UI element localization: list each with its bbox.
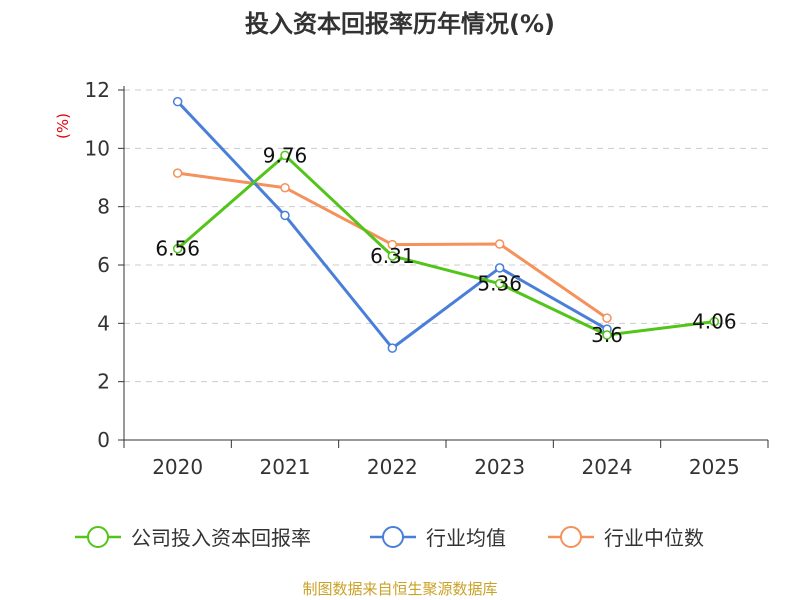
data-label: 9.76: [263, 143, 308, 167]
series-point-0: [494, 278, 505, 289]
data-label: 4.06: [692, 310, 737, 334]
data-label: 6.56: [155, 237, 200, 261]
x-tick-label: 2021: [260, 455, 311, 479]
series-line-1: [176, 100, 608, 350]
legend-marker: [382, 526, 404, 548]
y-tick-label: 6: [97, 253, 110, 277]
series-point-0: [387, 251, 398, 261]
legend-marker: [87, 526, 109, 548]
y-tick-label: 12: [85, 78, 110, 102]
series-point-2: [280, 182, 290, 193]
y-tick-label: 10: [85, 136, 110, 160]
x-tick-label: 2025: [689, 455, 740, 479]
series-point-2: [387, 239, 398, 250]
x-tick-label: 2023: [474, 455, 525, 479]
source-note: 制图数据来自恒生聚源数据库: [302, 580, 497, 598]
series-point-0: [172, 243, 183, 254]
series-point-2: [602, 313, 612, 323]
y-tick-label: 2: [97, 370, 110, 394]
series-point-1: [387, 343, 398, 353]
legend-label: 公司投入资本回报率: [131, 526, 311, 550]
series-point-0: [709, 316, 720, 327]
data-label: 3.6: [591, 323, 623, 347]
legend[interactable]: 公司投入资本回报率 行业均值 行业中位数: [75, 526, 704, 550]
legend-marker: [560, 526, 582, 548]
y-tick-label: 4: [97, 311, 110, 335]
data-labels: 6.56 9.76 6.31 5.36 3.6 4.06: [155, 143, 736, 347]
chart-title: 投入资本回报率历年情况(%): [245, 10, 555, 38]
legend-item-2[interactable]: 行业中位数: [548, 526, 704, 550]
y-tick-label: 8: [97, 195, 110, 219]
series-point-0: [280, 150, 290, 161]
y-axis-unit-label: (%): [54, 113, 72, 139]
series-point-0: [602, 330, 612, 340]
y-tick-label: 0: [97, 428, 110, 452]
series-point-2: [494, 239, 505, 249]
series-point-1: [280, 210, 290, 221]
grid-lines: [124, 89, 768, 383]
series-point-1: [494, 263, 505, 273]
axes: 0 2 4 6 8 10 12 2020 2021 2022 2023 2024 2025: [85, 78, 769, 479]
x-tick-label: 2022: [367, 455, 418, 479]
data-label: 6.31: [370, 244, 415, 268]
series-line-0: [176, 153, 715, 337]
x-tick-label: 2024: [582, 455, 633, 479]
x-tick-label: 2020: [152, 455, 203, 479]
series-point-2: [172, 168, 183, 178]
legend-label: 行业均值: [426, 526, 506, 550]
legend-item-1[interactable]: 行业均值: [370, 526, 506, 550]
legend-item-0[interactable]: 公司投入资本回报率: [75, 526, 311, 550]
series-lines: [172, 96, 720, 353]
legend-label: 行业中位数: [604, 526, 704, 550]
data-label: 5.36: [477, 272, 522, 296]
series-point-1: [172, 96, 183, 107]
